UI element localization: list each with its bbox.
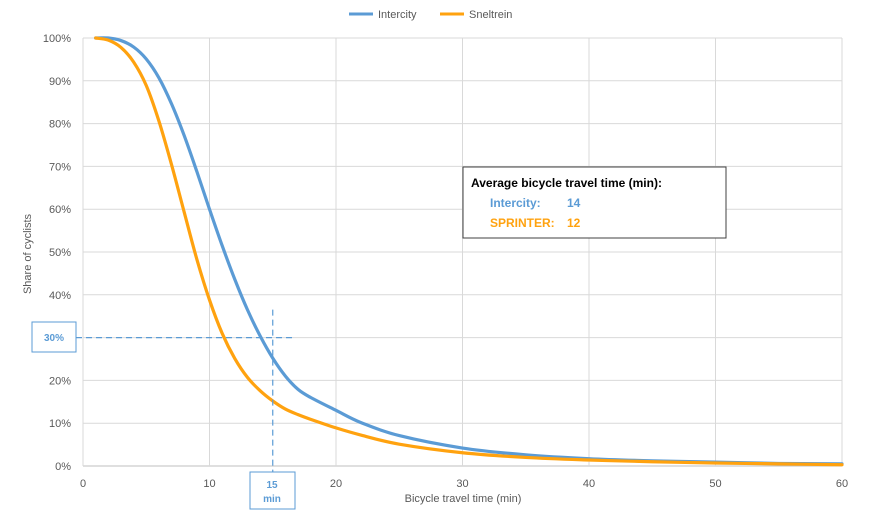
annotation-title: Average bicycle travel time (min): (471, 176, 662, 190)
x-tick-label: 10 (203, 478, 215, 490)
series-line-sneltrein (96, 38, 842, 465)
x-tick-label: 30 (456, 478, 468, 490)
y-tick-label: 80% (49, 119, 71, 131)
annotation-intercity-value: 14 (567, 196, 581, 210)
y-axis-title: Share of cyclists (22, 213, 34, 294)
reference-x-label-value: 15 (266, 480, 278, 491)
annotation-box: Average bicycle travel time (min): Inter… (463, 167, 726, 238)
reference-x-label-unit: min (263, 494, 281, 505)
y-tick-label: 20% (49, 375, 71, 387)
y-tick-label: 90% (49, 76, 71, 88)
legend-label-sneltrein: Sneltrein (469, 9, 512, 21)
legend-label-intercity: Intercity (378, 9, 417, 21)
y-tick-label: 50% (49, 247, 71, 259)
y-tick-label: 10% (49, 418, 71, 430)
y-tick-label: 70% (49, 161, 71, 173)
legend: Intercity Sneltrein (349, 9, 512, 21)
x-tick-label: 50 (709, 478, 721, 490)
annotation-sprinter-value: 12 (567, 216, 581, 230)
series-line-intercity (96, 38, 842, 464)
y-axis-ticks: 0% 10% 20% 30% 40% 50% 60% 70% 80% 90% 100% (43, 33, 71, 473)
x-tick-label: 20 (330, 478, 342, 490)
y-tick-label: 0% (55, 461, 71, 473)
x-tick-label: 40 (583, 478, 595, 490)
grid (83, 38, 842, 466)
y-tick-label: 40% (49, 290, 71, 302)
x-axis-title: Bicycle travel time (min) (405, 493, 522, 505)
reference-marker: 30% 15 min (32, 310, 295, 509)
series-lines (96, 38, 842, 465)
x-axis-ticks: 0 10 20 30 40 50 60 (80, 478, 848, 490)
x-tick-label: 0 (80, 478, 86, 490)
annotation-sprinter-label: SPRINTER: (490, 216, 555, 230)
y-tick-label: 60% (49, 204, 71, 216)
x-tick-label: 60 (836, 478, 848, 490)
reference-y-label: 30% (44, 333, 64, 344)
annotation-intercity-label: Intercity: (490, 196, 541, 210)
y-tick-label: 100% (43, 33, 71, 45)
